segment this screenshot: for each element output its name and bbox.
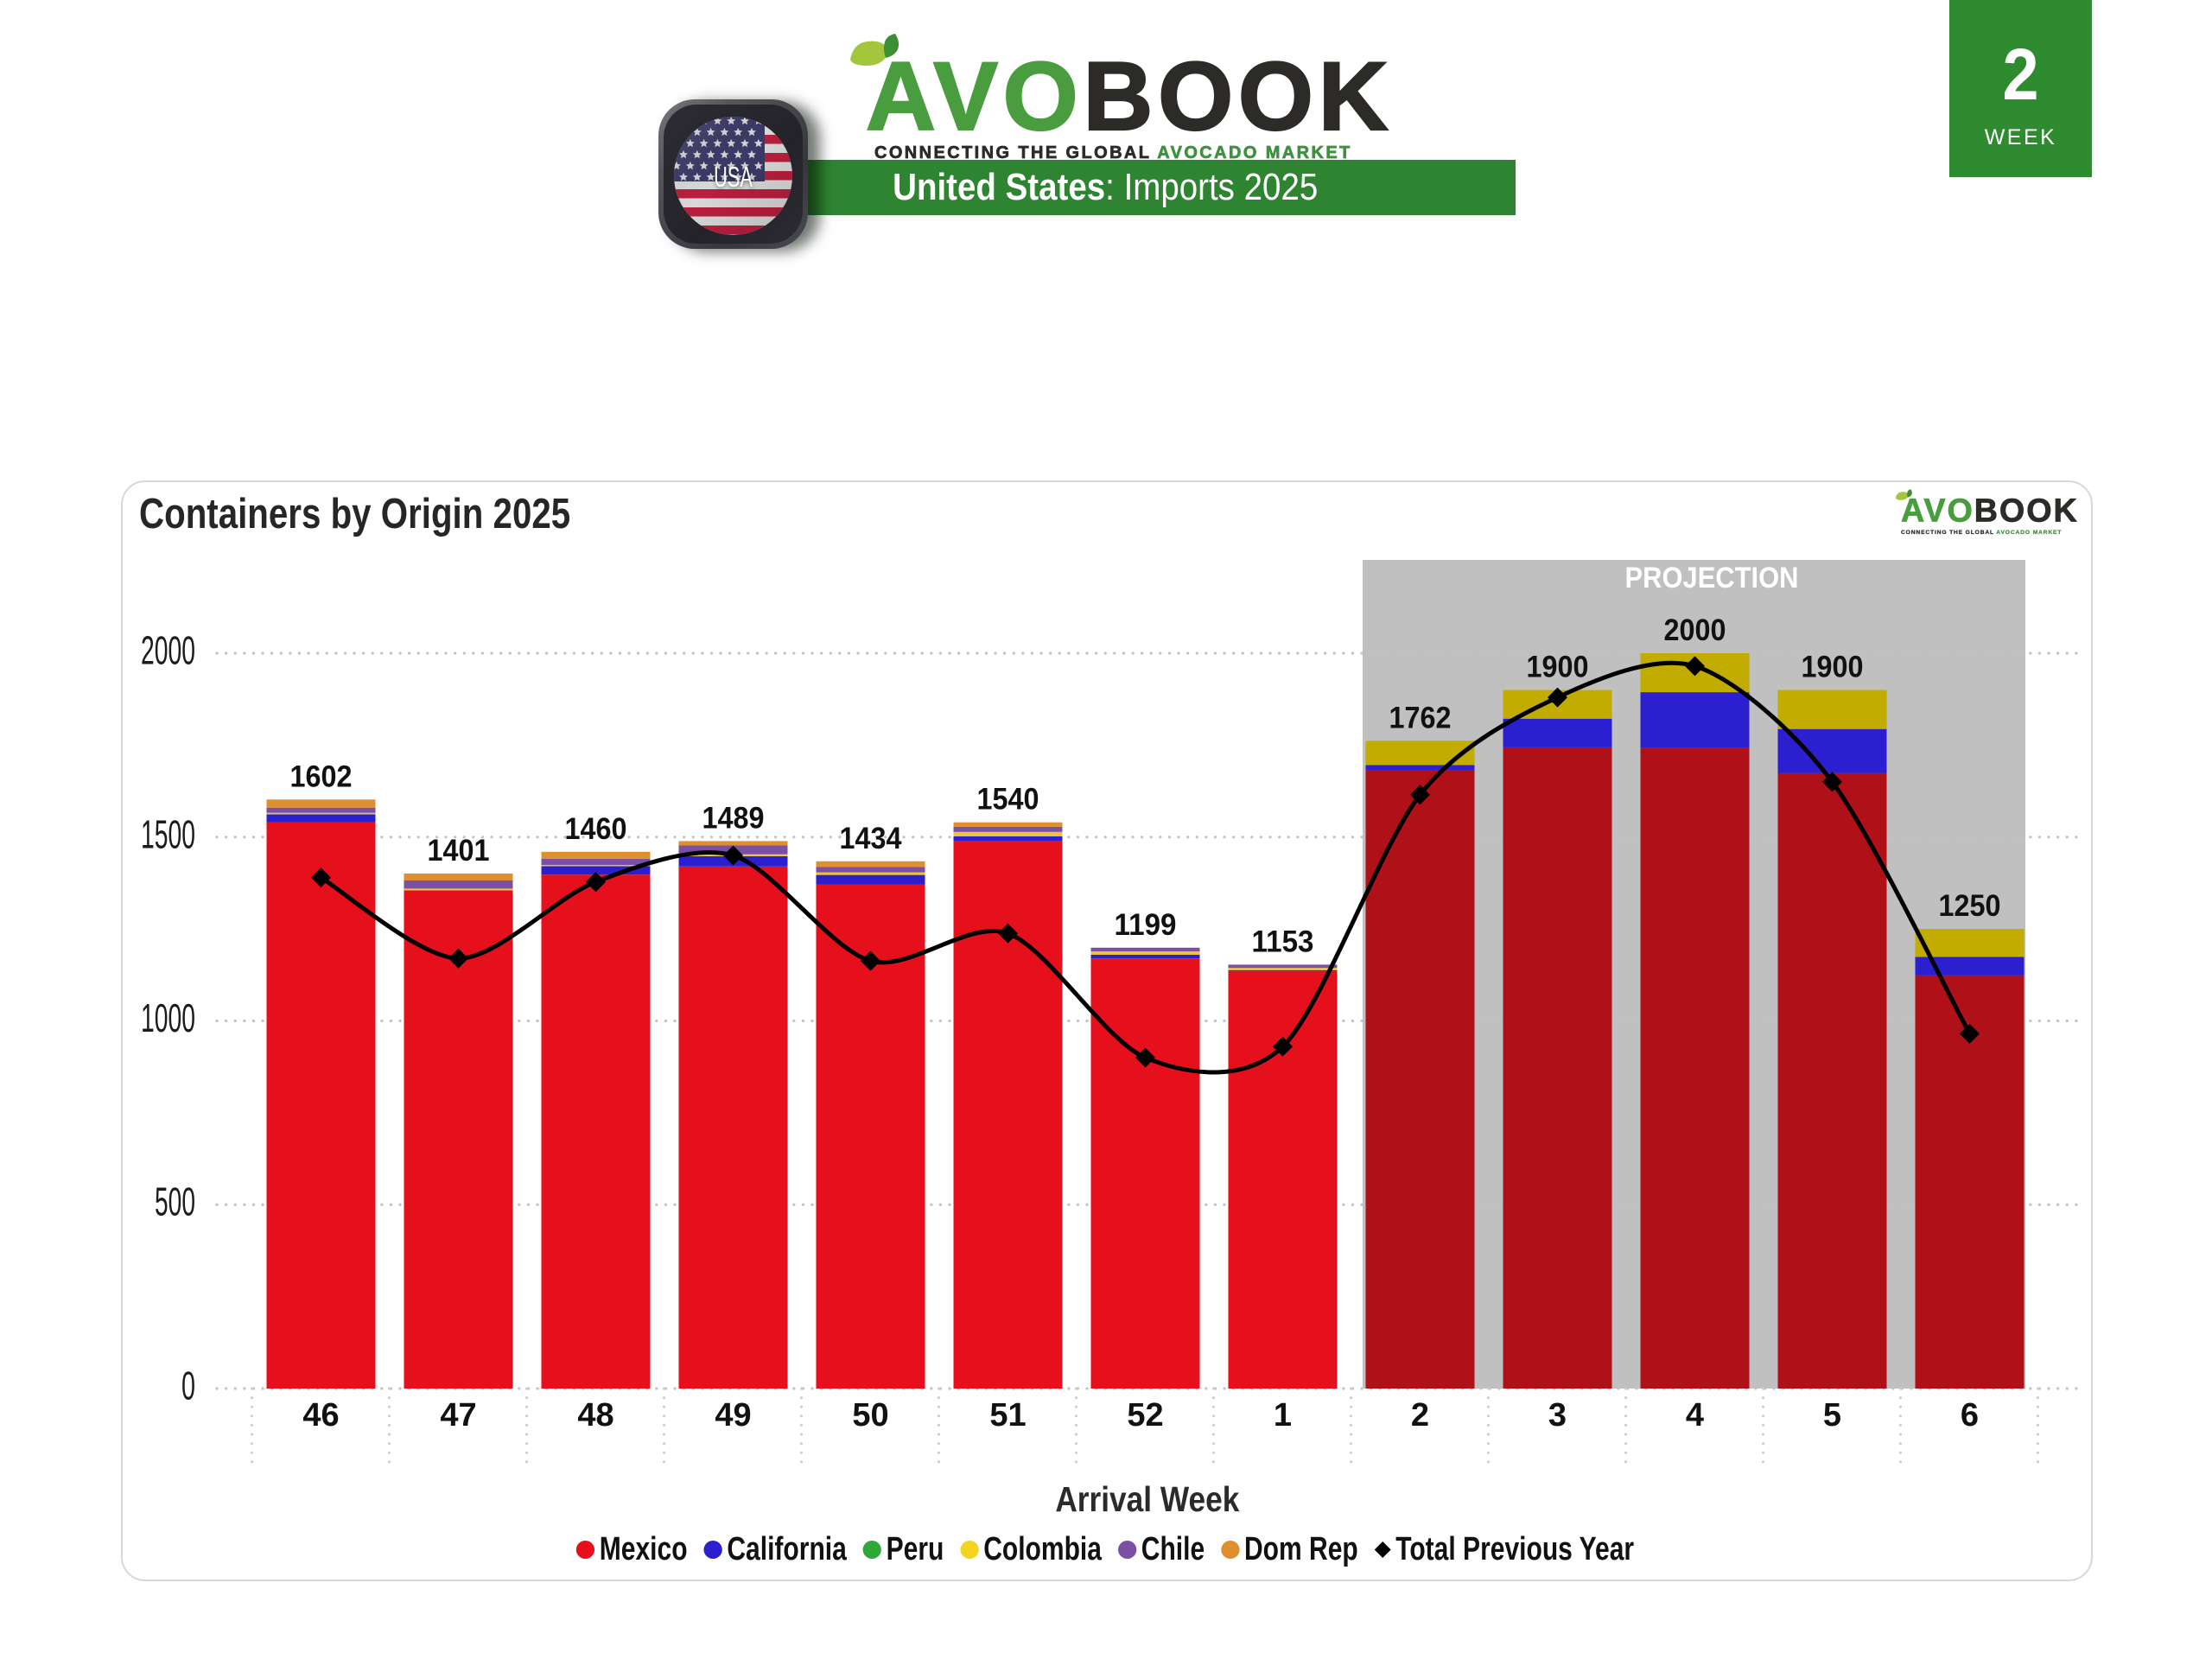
svg-text:2000: 2000: [141, 628, 195, 673]
svg-text:500: 500: [155, 1179, 195, 1224]
svg-text:1401: 1401: [428, 834, 490, 868]
svg-text:1199: 1199: [1115, 908, 1177, 942]
svg-text:52: 52: [1127, 1397, 1163, 1433]
svg-text:1900: 1900: [1527, 651, 1589, 684]
svg-text:3: 3: [1548, 1397, 1567, 1433]
svg-text:49: 49: [715, 1397, 751, 1433]
svg-text:1762: 1762: [1389, 701, 1452, 734]
svg-text:50: 50: [852, 1397, 888, 1433]
svg-text:1: 1: [1274, 1397, 1292, 1433]
svg-text:47: 47: [440, 1397, 476, 1433]
svg-text:1153: 1153: [1252, 925, 1314, 958]
svg-text:1000: 1000: [141, 995, 195, 1040]
svg-text:1460: 1460: [565, 812, 627, 846]
svg-text:PROJECTION: PROJECTION: [1625, 562, 1799, 594]
svg-text:2: 2: [1411, 1397, 1429, 1433]
svg-text:1434: 1434: [840, 822, 902, 855]
svg-text:51: 51: [989, 1397, 1026, 1433]
svg-text:1489: 1489: [702, 801, 765, 835]
svg-text:1500: 1500: [141, 811, 195, 856]
svg-text:0: 0: [181, 1363, 195, 1408]
svg-text:1602: 1602: [290, 760, 353, 793]
svg-text:46: 46: [302, 1397, 339, 1433]
svg-text:5: 5: [1823, 1397, 1841, 1433]
svg-text:4: 4: [1686, 1397, 1704, 1433]
svg-text:1540: 1540: [977, 783, 1039, 817]
svg-text:1900: 1900: [1802, 651, 1864, 684]
svg-text:2000: 2000: [1664, 613, 1726, 647]
svg-text:6: 6: [1961, 1397, 1979, 1433]
svg-text:48: 48: [577, 1397, 613, 1433]
svg-text:1250: 1250: [1939, 889, 2001, 923]
